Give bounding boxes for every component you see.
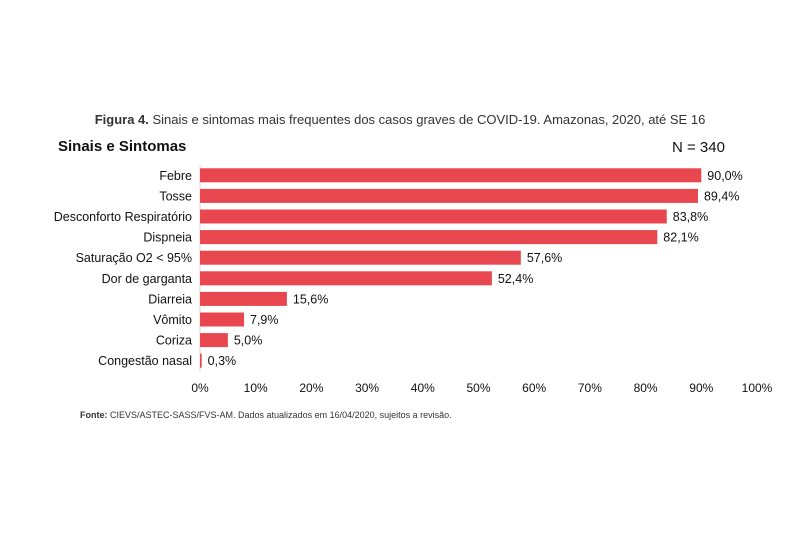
figure-title-prefix: Figura 4. (94, 112, 149, 127)
category-label-1: Tosse (159, 189, 192, 203)
x-tick-label-6: 60% (522, 381, 546, 395)
value-label-5: 52,4% (498, 272, 533, 286)
bar-6 (200, 291, 287, 306)
row-heading: Sinais e Sintomas (58, 138, 187, 155)
source-note: Fonte: CIEVS/ASTEC-SASS/FVS-AM. Dados at… (80, 410, 452, 420)
value-label-1: 89,4% (704, 189, 739, 203)
value-label-9: 0,3% (208, 354, 237, 368)
figure-title: Figura 4. Sinais e sintomas mais frequen… (0, 112, 800, 127)
category-label-4: Saturação O2 < 95% (76, 251, 192, 265)
x-tick-label-10: 100% (742, 381, 773, 395)
x-tick-label-9: 90% (689, 381, 713, 395)
category-label-2: Desconforto Respiratório (54, 210, 192, 224)
bar-1 (200, 188, 698, 203)
x-tick-label-2: 20% (299, 381, 323, 395)
bar-0 (200, 168, 702, 183)
value-label-3: 82,1% (663, 231, 698, 245)
value-label-8: 5,0% (234, 334, 263, 348)
x-tick-label-1: 10% (244, 381, 268, 395)
bar-7 (200, 312, 245, 327)
bar-chart: Febre 90,0% Tosse 89,4% Desconforto Respirat… (54, 165, 773, 395)
category-label-6: Diarreia (148, 292, 192, 306)
x-tick-label-4: 40% (411, 381, 435, 395)
source-prefix: Fonte: (80, 410, 108, 420)
source-text: CIEVS/ASTEC-SASS/FVS-AM. Dados atualizad… (107, 410, 452, 420)
x-tick-label-3: 30% (355, 381, 379, 395)
category-label-7: Vômito (153, 313, 192, 327)
value-label-0: 90,0% (707, 169, 742, 183)
value-label-2: 83,8% (673, 210, 708, 224)
x-tick-label-7: 70% (578, 381, 602, 395)
category-label-5: Dor de garganta (102, 272, 192, 286)
bar-5 (200, 271, 492, 286)
bar-9 (200, 353, 202, 368)
value-label-6: 15,6% (293, 292, 328, 306)
value-label-7: 7,9% (250, 313, 278, 327)
category-label-9: Congestão nasal (98, 354, 192, 368)
bar-2 (200, 209, 667, 224)
value-label-4: 57,6% (527, 251, 562, 265)
bar-3 (200, 230, 658, 245)
bar-8 (200, 333, 228, 348)
figure-title-text: Sinais e sintomas mais frequentes dos ca… (148, 112, 706, 127)
bar-4 (200, 250, 521, 265)
x-tick-label-0: 0% (191, 381, 209, 395)
sample-size-label: N = 340 (672, 139, 725, 156)
category-label-8: Coriza (156, 334, 192, 348)
x-tick-label-5: 50% (466, 381, 490, 395)
category-label-0: Febre (159, 169, 192, 183)
x-tick-label-8: 80% (634, 381, 658, 395)
category-label-3: Dispneia (143, 231, 192, 245)
